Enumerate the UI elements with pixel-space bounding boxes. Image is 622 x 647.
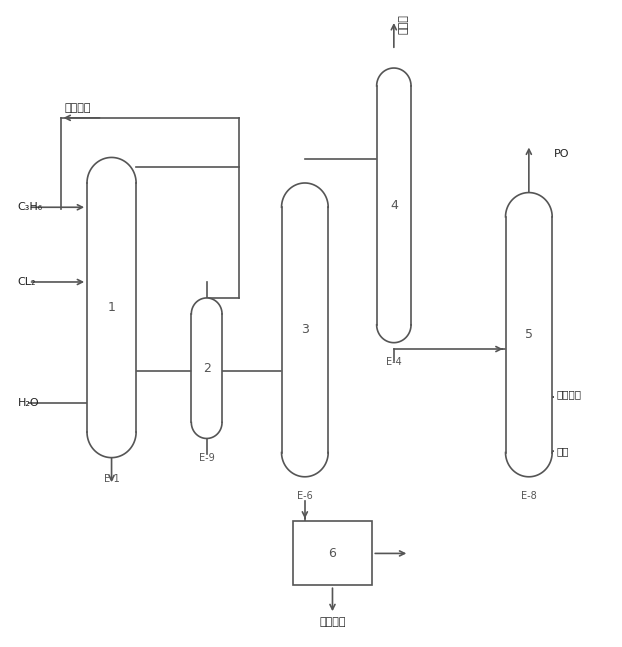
Text: 2: 2 [203,362,211,375]
Text: 轻组分: 轻组分 [398,14,408,34]
Text: 盐水: 盐水 [557,446,569,456]
Bar [292,521,373,586]
Text: CL₂: CL₂ [17,277,36,287]
Text: H₂O: H₂O [17,399,39,408]
Text: C₃H₆: C₃H₆ [17,203,43,212]
Text: E-8: E-8 [521,492,537,501]
Text: 6: 6 [328,547,337,560]
Text: E-6: E-6 [297,492,313,501]
Polygon shape [87,157,136,457]
Text: PO: PO [554,149,569,159]
Polygon shape [192,298,222,439]
Polygon shape [282,183,328,477]
Text: 皂化废渣: 皂化废渣 [319,617,346,628]
Polygon shape [506,193,552,477]
Text: 3: 3 [301,324,309,336]
Text: 4: 4 [390,199,398,212]
Polygon shape [377,68,411,343]
Text: 二氯丙烷: 二氯丙烷 [557,389,582,399]
Text: E-9: E-9 [199,453,215,463]
Text: 5: 5 [525,328,533,341]
Text: 循环丙烷: 循环丙烷 [64,103,91,113]
Text: 1: 1 [108,301,116,314]
Text: E-1: E-1 [104,474,119,483]
Text: E-4: E-4 [386,356,402,367]
